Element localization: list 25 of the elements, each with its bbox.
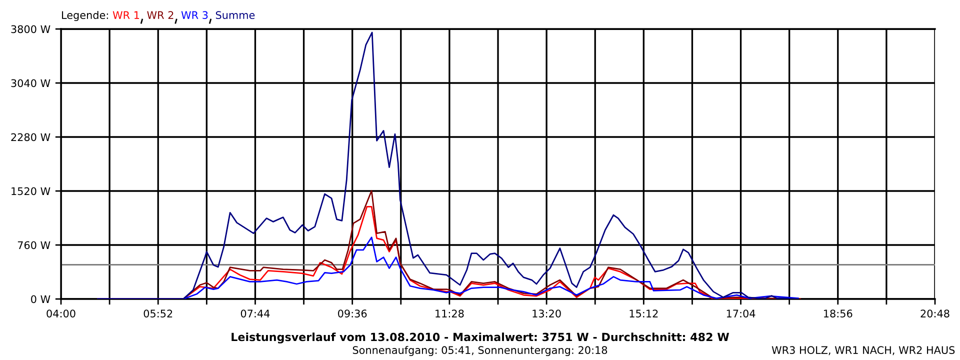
y-tick-label: 2280 W [11,133,50,142]
x-tick-label: 18:56 [824,310,852,318]
text: Summe [216,11,255,20]
x-tick-label: 11:28 [436,310,464,318]
y-tick-label: 0 W [31,295,50,304]
text: Sonnenaufgang: 05:41, Sonnenuntergang: 20:18 [352,346,608,356]
text: WR 2 [147,11,174,19]
x-tick-label: 15:12 [630,310,658,318]
x-tick-label: 09:36 [338,310,367,318]
text: WR 3 [181,11,208,20]
y-tick-label: 760 W [18,241,50,250]
line-series [97,32,799,299]
x-tick-label: 13:20 [532,310,561,318]
x-tick-label: 17:04 [726,310,756,318]
y-tick-label: 1520 W [12,187,50,196]
y-tick-label: 3040 W [11,79,50,88]
text: WR3 HOLZ, WR1 NACH, WR2 HAUS [772,346,955,356]
x-tick-label: 04:00 [46,310,76,318]
text: WR 1 [112,11,140,19]
x-tick-label: 20:48 [920,310,950,318]
legend-title: Legende: [62,10,108,22]
x-tick-label: 07:44 [240,310,270,318]
y-tick-label: 3800 W [11,25,50,34]
x-tick-label: 05:52 [144,310,172,318]
text: Leistungsverlauf vom 13.08.2010 - Maximalwert: 3751 W - Durchschnitt: 482 W [232,332,730,344]
